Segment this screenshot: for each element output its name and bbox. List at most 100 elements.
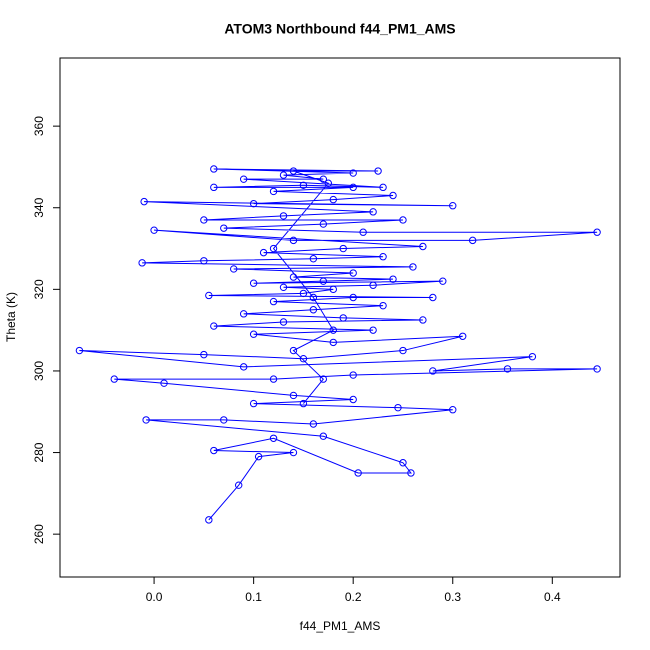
point — [254, 452, 263, 461]
point — [379, 301, 387, 310]
point — [210, 322, 218, 330]
point — [324, 179, 333, 187]
point — [459, 332, 467, 340]
point — [309, 420, 318, 428]
y-axis-label: Theta (K) — [4, 292, 18, 342]
point — [319, 375, 328, 383]
point — [394, 403, 402, 412]
point — [138, 259, 146, 267]
point — [407, 469, 415, 477]
point — [379, 183, 387, 192]
point — [369, 326, 377, 334]
point — [354, 469, 362, 477]
point — [205, 291, 213, 300]
point — [374, 167, 382, 175]
point — [200, 350, 208, 359]
series-line — [79, 168, 598, 521]
y-tick-label: 320 — [32, 279, 46, 299]
y-tick-label: 360 — [32, 116, 46, 136]
point — [359, 228, 367, 236]
point — [249, 199, 258, 208]
point — [309, 255, 318, 263]
point — [279, 212, 288, 220]
point — [419, 242, 427, 251]
point — [230, 265, 238, 273]
x-tick-label: 0.1 — [245, 590, 262, 604]
point — [593, 365, 601, 373]
point — [239, 310, 248, 318]
x-tick-label: 0.2 — [345, 590, 362, 604]
point — [200, 216, 208, 224]
chart-title: ATOM3 Northbound f44_PM1_AMS — [224, 21, 455, 37]
point — [279, 318, 288, 326]
point — [259, 248, 268, 257]
point — [142, 416, 150, 424]
y-tick-label: 300 — [32, 361, 46, 381]
point — [269, 244, 278, 253]
point — [389, 191, 397, 200]
point — [140, 197, 148, 206]
point — [329, 326, 337, 334]
point — [429, 293, 437, 302]
point — [269, 375, 278, 383]
point — [279, 171, 288, 179]
point — [319, 220, 328, 228]
x-tick-label: 0.0 — [146, 590, 163, 604]
point — [150, 226, 158, 234]
point — [449, 202, 457, 210]
point — [339, 314, 347, 322]
x-axis-label: f44_PM1_AMS — [300, 619, 381, 633]
point — [349, 269, 357, 277]
point — [289, 448, 298, 457]
point — [289, 273, 298, 281]
point — [349, 169, 357, 177]
plot-frame — [59, 57, 621, 578]
point — [269, 434, 278, 442]
point — [339, 244, 347, 253]
point — [289, 391, 298, 400]
point — [269, 297, 278, 306]
point — [528, 352, 537, 361]
point — [369, 208, 377, 216]
point — [220, 224, 228, 232]
point — [349, 293, 357, 302]
y-tick-label: 260 — [32, 524, 46, 544]
point — [210, 165, 218, 173]
point — [220, 416, 228, 424]
point — [299, 181, 308, 190]
point — [389, 275, 397, 283]
point — [399, 459, 407, 467]
point — [309, 306, 318, 314]
point — [249, 399, 258, 408]
point — [439, 277, 447, 285]
point — [419, 316, 427, 324]
x-tick-label: 0.3 — [444, 590, 461, 604]
point — [289, 346, 298, 355]
point — [299, 355, 308, 363]
point — [210, 446, 218, 455]
point — [200, 257, 208, 265]
point — [239, 363, 248, 371]
point — [349, 371, 357, 379]
point — [110, 375, 118, 383]
point — [319, 175, 328, 183]
point — [503, 365, 512, 373]
point — [269, 187, 278, 196]
point — [329, 195, 337, 204]
point — [205, 516, 213, 524]
point — [279, 283, 288, 292]
point — [468, 236, 477, 245]
point — [379, 253, 387, 261]
y-tick-label: 340 — [32, 197, 46, 217]
x-tick-label: 0.4 — [544, 590, 561, 604]
point — [593, 228, 601, 236]
point — [235, 481, 243, 489]
point — [319, 277, 328, 285]
point — [319, 432, 328, 440]
point — [409, 263, 417, 271]
point — [399, 346, 407, 355]
point — [289, 236, 298, 245]
point — [160, 379, 168, 387]
point — [369, 281, 377, 289]
